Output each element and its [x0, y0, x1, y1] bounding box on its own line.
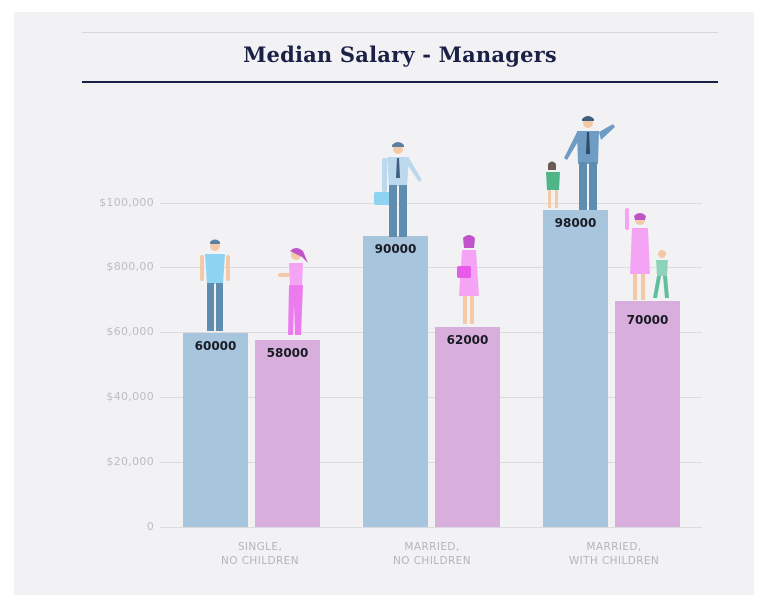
x-label-line: NO CHILDREN [393, 555, 471, 567]
x-label-line: SINGLE, [237, 541, 283, 553]
y-tick-label: $60,000 [106, 325, 154, 338]
father-with-daughter-figure-icon [546, 116, 615, 210]
gridline-100000 [160, 203, 702, 204]
bar-men-married-no-children: 90000 [363, 236, 428, 527]
bar-value-label: 62000 [446, 333, 489, 347]
y-tick-label: $100,000 [99, 196, 154, 209]
x-label-line: MARRIED, [404, 541, 460, 553]
businessman-figure-icon [374, 142, 422, 237]
bar-men-single-no-children: 60000 [183, 333, 248, 527]
y-tick-label: $800,00 [106, 260, 154, 273]
y-tick-label: $40,000 [106, 390, 154, 403]
y-tick-label: 0 [146, 520, 154, 533]
bar-women-married-no-children: 62000 [435, 327, 500, 527]
gridline-40000 [160, 397, 702, 398]
y-tick-label: $20,000 [106, 455, 154, 468]
x-category-label: SINGLE, NO CHILDREN [180, 540, 340, 568]
chart-title: Median Salary - Managers [243, 42, 557, 67]
title-underline [82, 81, 718, 83]
businesswoman-figure-icon [457, 235, 479, 324]
x-label-line: NO CHILDREN [221, 555, 299, 567]
bar-women-married-with-children: 70000 [615, 301, 680, 527]
gridline-20000 [160, 462, 702, 463]
bar-value-label: 98000 [554, 216, 597, 230]
top-divider [82, 32, 718, 33]
x-category-label: MARRIED, NO CHILDREN [352, 540, 512, 568]
bar-men-married-with-children: 98000 [543, 210, 608, 527]
bar-value-label: 90000 [374, 242, 417, 256]
x-label-line: WITH CHILDREN [568, 555, 660, 567]
mother-with-son-figure-icon [625, 208, 669, 300]
woman-figure-icon [278, 248, 308, 335]
x-label-line: MARRIED, [586, 541, 642, 553]
bar-value-label: 60000 [194, 339, 237, 353]
gridline-80000 [160, 267, 702, 268]
man-figure-icon [200, 239, 230, 331]
bar-value-label: 70000 [626, 313, 669, 327]
bar-value-label: 58000 [266, 346, 309, 360]
x-category-label: MARRIED, WITH CHILDREN [534, 540, 694, 568]
gridline-0 [160, 527, 702, 528]
gridline-60000 [160, 332, 702, 333]
bar-women-single-no-children: 58000 [255, 340, 320, 527]
